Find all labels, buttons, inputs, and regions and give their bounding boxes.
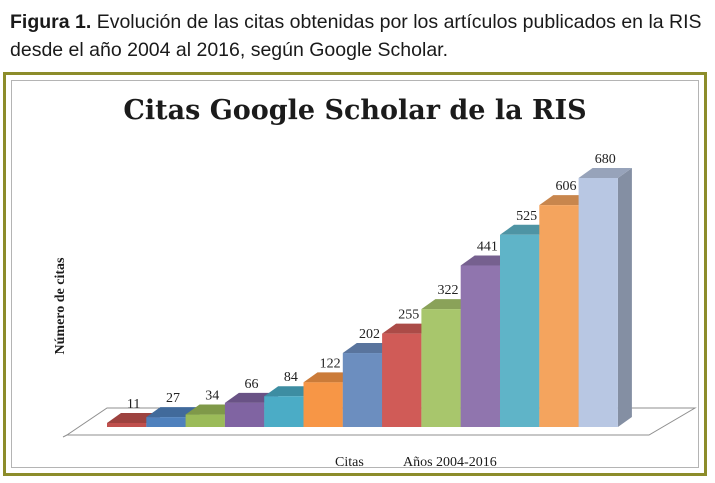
- value-label-2014: 525: [516, 209, 537, 224]
- figure-caption-label: Figura 1.: [10, 11, 92, 33]
- bar-2013: [460, 265, 500, 427]
- value-label-2010: 202: [359, 327, 380, 342]
- bar-2012: [421, 309, 461, 427]
- bar-side-2016: [617, 168, 632, 427]
- bar-2011: [382, 333, 422, 427]
- value-label-2009: 122: [320, 356, 341, 371]
- bar-2008: [264, 396, 304, 427]
- legend-series-label: Citas: [335, 455, 364, 470]
- chart-inner-border: [11, 80, 699, 468]
- floor-edge: [62, 434, 68, 438]
- value-label-2004: 11: [127, 397, 140, 412]
- chart-title: Citas Google Scholar de la RIS: [123, 95, 587, 126]
- bar-2005: [146, 417, 186, 427]
- figure-caption: Figura 1. Evolución de las citas obtenid…: [10, 8, 710, 64]
- figure-caption-text: Evolución de las citas obtenidas por los…: [10, 11, 702, 61]
- bar-2006: [185, 414, 225, 427]
- value-label-2013: 441: [477, 240, 498, 255]
- value-label-2008: 84: [284, 370, 298, 385]
- bar-top-2016: [578, 168, 632, 178]
- legend-category-label: Años 2004-2016: [403, 455, 497, 470]
- value-label-2005: 27: [166, 391, 180, 406]
- value-label-2015: 606: [555, 179, 576, 194]
- bar-2004: [107, 422, 147, 427]
- value-label-2011: 255: [398, 308, 419, 323]
- value-label-2012: 322: [438, 283, 459, 298]
- value-label-2006: 34: [205, 389, 219, 404]
- bar-2009: [303, 382, 343, 427]
- bar-2015: [539, 205, 579, 427]
- bar-2010: [342, 353, 383, 427]
- bar-2016: [578, 178, 618, 427]
- bar-2014: [500, 234, 540, 427]
- value-label-2016: 680: [595, 152, 616, 167]
- bar-2007: [224, 402, 265, 427]
- value-label-2007: 66: [245, 377, 259, 392]
